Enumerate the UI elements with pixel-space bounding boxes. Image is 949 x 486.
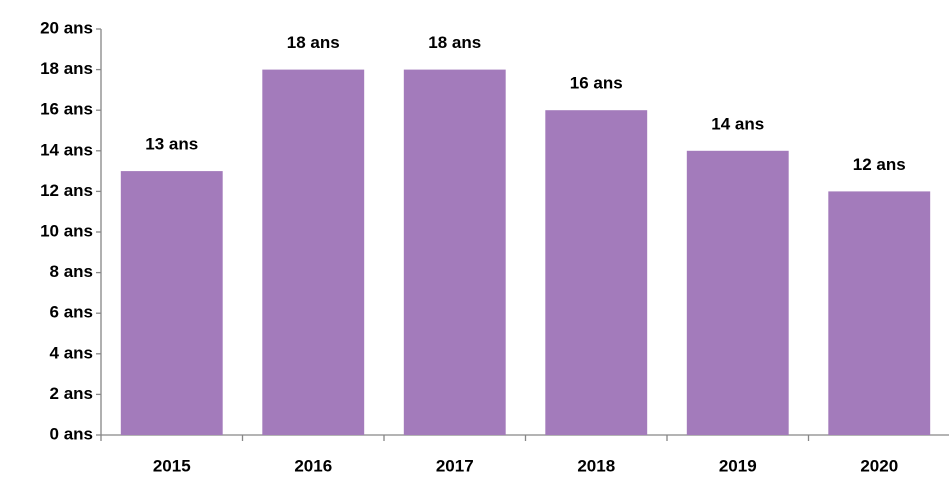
bar: [545, 110, 648, 435]
y-tick-label: 6 ans: [50, 303, 93, 322]
x-tick-label: 2015: [153, 456, 191, 475]
y-tick-label: 16 ans: [40, 100, 93, 119]
y-tick-label: 2 ans: [50, 384, 93, 403]
y-tick-label: 20 ans: [40, 18, 93, 37]
bar: [828, 191, 931, 435]
x-tick-label: 2020: [860, 456, 898, 475]
y-tick-label: 14 ans: [40, 140, 93, 159]
y-tick-label: 12 ans: [40, 181, 93, 200]
x-tick-label: 2018: [577, 456, 615, 475]
bar: [120, 171, 223, 435]
y-tick-label: 0 ans: [50, 424, 93, 443]
x-tick-label: 2017: [436, 456, 474, 475]
bar: [403, 69, 506, 435]
x-tick-label: 2016: [294, 456, 332, 475]
data-label: 14 ans: [711, 114, 764, 133]
bar: [262, 69, 365, 435]
data-label: 18 ans: [287, 33, 340, 52]
y-tick-label: 10 ans: [40, 221, 93, 240]
data-label: 13 ans: [145, 135, 198, 154]
x-tick-label: 2019: [719, 456, 757, 475]
y-tick-label: 4 ans: [50, 343, 93, 362]
data-label: 12 ans: [853, 155, 906, 174]
y-tick-label: 18 ans: [40, 59, 93, 78]
y-tick-label: 8 ans: [50, 262, 93, 281]
data-label: 18 ans: [428, 33, 481, 52]
bar: [686, 150, 789, 436]
data-label: 16 ans: [570, 74, 623, 93]
